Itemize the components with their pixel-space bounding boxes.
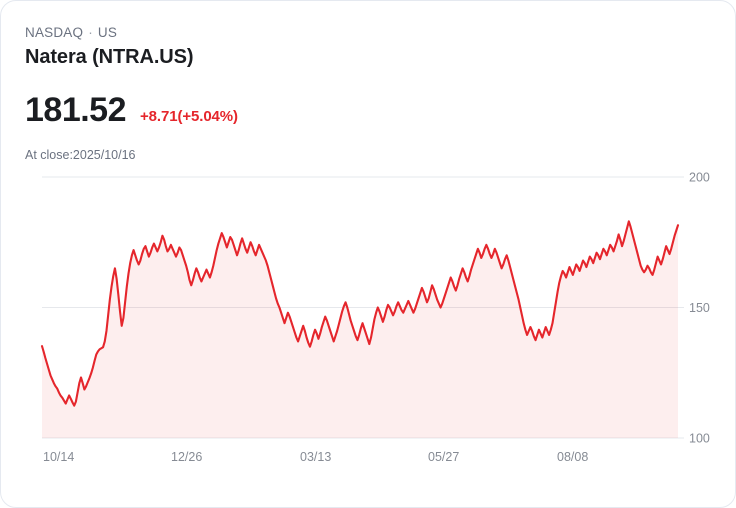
separator-dot: · xyxy=(88,25,93,40)
exchange-region-line: NASDAQ · US xyxy=(25,23,525,43)
price-change: +8.71(+5.04%) xyxy=(140,108,238,125)
x-axis-labels: 10/14 12/26 03/13 05/27 08/08 xyxy=(43,450,588,464)
x-tick-label: 10/14 xyxy=(43,450,74,464)
last-price: 181.52 xyxy=(25,91,127,129)
y-axis-labels: 200 150 100 xyxy=(689,171,710,446)
y-tick-label: 150 xyxy=(689,301,710,315)
x-tick-label: 05/27 xyxy=(428,450,459,464)
x-tick-label: 12/26 xyxy=(171,450,202,464)
company-name: Natera (NTRA.US) xyxy=(25,46,194,68)
exchange-label: NASDAQ xyxy=(25,25,84,40)
price-area-fill xyxy=(42,221,678,438)
x-tick-label: 08/08 xyxy=(557,450,588,464)
y-tick-label: 200 xyxy=(689,171,710,185)
region-label: US xyxy=(97,25,118,40)
x-tick-label: 03/13 xyxy=(300,450,331,464)
price-row: 181.52 +8.71(+5.04%) xyxy=(25,90,525,130)
y-tick-label: 100 xyxy=(689,432,710,446)
market-status-note: At close:2025/10/16 xyxy=(25,148,136,162)
gridlines xyxy=(42,176,684,439)
price-line xyxy=(40,220,680,407)
quote-header: NASDAQ · US Natera (NTRA.US) 181.52 +8.71(… xyxy=(25,23,525,164)
